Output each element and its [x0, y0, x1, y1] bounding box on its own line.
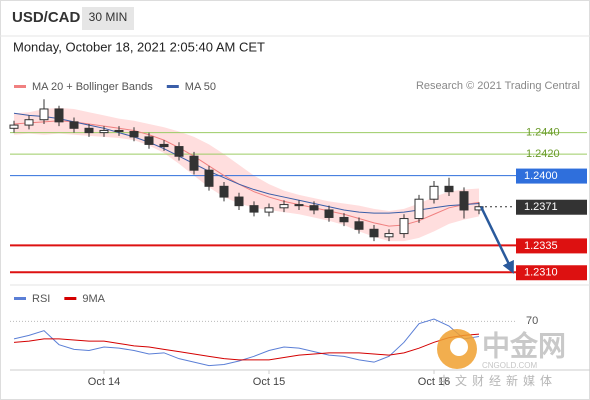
level-label: 1.2420	[526, 148, 560, 160]
candle-body	[369, 228, 379, 238]
x-tick-label: Oct 16	[418, 376, 450, 388]
x-tick-label: Oct 15	[253, 376, 285, 388]
indicator-line	[13, 318, 480, 367]
candle-body	[249, 205, 259, 213]
level-label: 1.2335	[524, 240, 558, 252]
forecast-arrow	[479, 206, 514, 274]
watermark-domain: CNGOLD.COM	[482, 361, 537, 370]
candle-body	[39, 108, 49, 121]
legend-label: RSI	[32, 293, 50, 305]
credit: Research © 2021 Trading Central	[416, 80, 580, 92]
candle-body	[399, 218, 409, 235]
candle-body	[189, 155, 199, 171]
bollinger-band	[14, 107, 479, 242]
level-badge	[516, 199, 587, 215]
level-label: 1.2310	[524, 267, 558, 279]
level-badge	[516, 265, 587, 281]
legend-swatch	[14, 297, 26, 300]
interval[interactable]: 30 MIN	[89, 10, 128, 24]
candle-body	[294, 204, 304, 207]
candle-body	[234, 196, 244, 207]
level-badge	[516, 238, 587, 254]
watermark-tagline: 中文财经新媒体	[438, 373, 557, 388]
candle-body	[414, 198, 424, 220]
candle-body	[264, 207, 274, 213]
watermark-logo-inner	[450, 338, 468, 356]
candle-body	[354, 221, 364, 230]
candle-body	[84, 127, 94, 134]
candle-body	[324, 209, 334, 218]
level-label: 1.2440	[526, 127, 560, 139]
candle-body	[309, 205, 319, 211]
candle-body	[219, 185, 229, 198]
candle-body	[459, 191, 469, 211]
legend-swatch	[166, 85, 179, 88]
symbol: USD/CAD	[12, 9, 81, 26]
candle-body	[69, 121, 79, 129]
ma-line	[13, 112, 480, 214]
x-tick-label: Oct 14	[88, 376, 120, 388]
legend-label: MA 20 + Bollinger Bands	[32, 81, 153, 93]
level-label: 1.2371	[524, 201, 558, 213]
interval-badge	[82, 7, 134, 30]
candle-body	[54, 108, 64, 123]
candle-body	[174, 146, 184, 157]
candle-body	[114, 129, 124, 133]
candle-body	[24, 119, 34, 126]
candle-body	[339, 216, 349, 223]
indicator-line	[13, 333, 480, 361]
candle-body	[159, 143, 169, 148]
legend-swatch	[14, 85, 26, 88]
candle-body	[279, 204, 289, 209]
candle-body	[99, 129, 109, 134]
timestamp: Monday, October 18, 2021 2:05:40 AM CET	[13, 39, 265, 54]
candle-body	[129, 131, 139, 138]
candle-body	[384, 233, 394, 238]
candle-body	[444, 185, 454, 193]
y-tick-label: 70	[526, 315, 538, 327]
level-badge	[516, 168, 587, 184]
legend-label: 9MA	[82, 293, 105, 305]
candle-body	[9, 124, 19, 129]
watermark-brand: 中金网	[482, 329, 566, 361]
candle-body	[144, 136, 154, 145]
legend-label: MA 50	[185, 81, 216, 93]
legend-swatch	[64, 297, 77, 300]
candle-body	[204, 169, 214, 187]
level-label: 1.2400	[524, 170, 558, 182]
candle-body	[429, 185, 439, 200]
